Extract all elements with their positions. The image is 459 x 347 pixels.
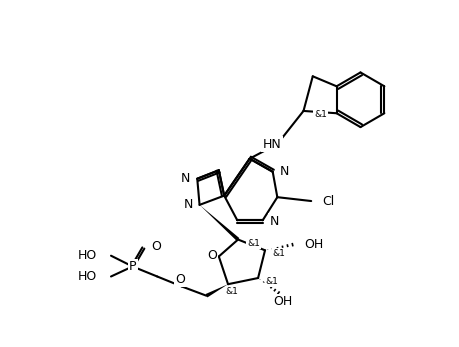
Text: O: O xyxy=(207,249,216,262)
Text: OH: OH xyxy=(303,238,323,251)
Polygon shape xyxy=(205,284,228,297)
Text: O: O xyxy=(175,273,185,286)
Text: &1: &1 xyxy=(313,110,326,119)
Text: &1: &1 xyxy=(247,239,260,248)
Text: OH: OH xyxy=(273,295,292,308)
Text: N: N xyxy=(269,214,279,228)
Text: HO: HO xyxy=(78,249,97,262)
Text: Cl: Cl xyxy=(321,195,334,208)
Text: N: N xyxy=(279,164,288,178)
Polygon shape xyxy=(199,205,239,241)
Text: HN: HN xyxy=(262,137,281,151)
Text: &1: &1 xyxy=(225,287,238,296)
Text: P: P xyxy=(129,260,136,273)
Text: N: N xyxy=(183,198,192,211)
Text: HO: HO xyxy=(78,270,97,283)
Text: &1: &1 xyxy=(272,249,285,258)
Text: &1: &1 xyxy=(265,277,278,286)
Text: O: O xyxy=(151,240,161,253)
Text: N: N xyxy=(180,172,190,185)
